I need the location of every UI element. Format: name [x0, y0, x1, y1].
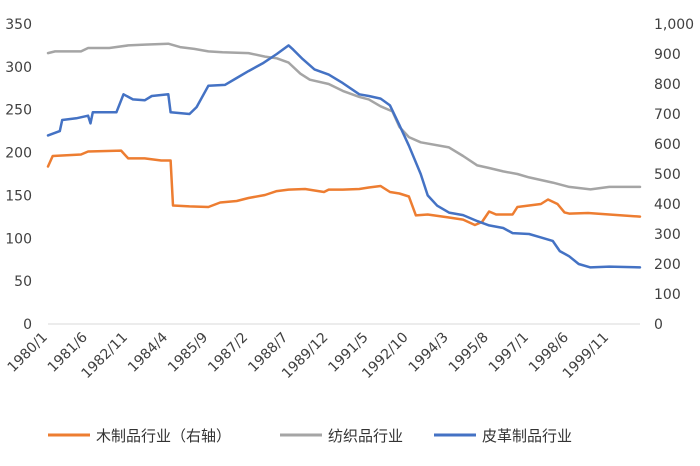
right-axis-tick-label: 900	[654, 47, 681, 63]
right-axis-tick-label: 600	[654, 137, 681, 153]
x-axis-tick-label: 1995/8	[446, 330, 492, 376]
right-axis-tick-label: 500	[654, 167, 681, 183]
right-axis-tick-label: 400	[654, 197, 681, 213]
left-axis-tick-label: 150	[5, 188, 32, 204]
right-axis-tick-label: 100	[654, 287, 681, 303]
legend-label-1: 纺织品行业	[328, 427, 403, 445]
left-axis-tick-label: 50	[14, 274, 32, 290]
legend-label-2: 皮革制品行业	[482, 427, 572, 445]
series-line-0	[46, 149, 642, 227]
right-axis-tick-label: 1,000	[654, 17, 694, 33]
left-axis-tick-label: 300	[5, 60, 32, 76]
right-axis-tick-label: 0	[654, 317, 663, 333]
right-axis-ticks: 0 100 200 300 400 500 600 700 800 900 1,000	[654, 17, 694, 333]
legend-label-0: 木制品行业（右轴）	[96, 427, 231, 445]
left-axis-ticks: 0 50 100 150 200 250 300 350	[5, 17, 32, 333]
right-axis-tick-label: 800	[654, 77, 681, 93]
x-axis-tick-label: 1985/9	[165, 330, 211, 376]
x-axis-tick-label: 1984/4	[125, 329, 171, 375]
x-axis-tick-label: 1994/3	[406, 330, 452, 376]
left-axis-tick-label: 100	[5, 231, 32, 247]
left-axis-tick-label: 0	[23, 317, 32, 333]
right-axis-tick-label: 300	[654, 227, 681, 243]
right-axis-tick-label: 200	[654, 257, 681, 273]
left-axis-tick-label: 350	[5, 17, 32, 33]
x-axis-tick-label: 1980/1	[5, 330, 51, 376]
x-axis-tick-label: 1997/1	[486, 330, 532, 376]
x-axis-tick-label: 1987/2	[205, 330, 251, 376]
series-line-2	[46, 44, 642, 269]
x-axis-ticks: 1980/11981/61982/111984/41985/91987/2198…	[5, 329, 612, 382]
right-axis-tick-label: 700	[654, 107, 681, 123]
legend: 木制品行业（右轴） 纺织品行业 皮革制品行业	[48, 427, 572, 445]
left-axis-tick-label: 200	[5, 146, 32, 162]
series-lines	[46, 42, 642, 269]
series-line-1	[46, 42, 642, 191]
left-axis-tick-label: 250	[5, 103, 32, 119]
